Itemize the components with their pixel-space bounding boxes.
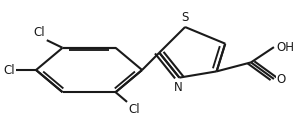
Text: O: O: [277, 73, 286, 86]
Text: Cl: Cl: [3, 64, 15, 76]
Text: Cl: Cl: [34, 26, 45, 39]
Text: OH: OH: [277, 41, 295, 54]
Text: Cl: Cl: [128, 103, 140, 116]
Text: N: N: [173, 81, 182, 94]
Text: S: S: [181, 10, 189, 24]
